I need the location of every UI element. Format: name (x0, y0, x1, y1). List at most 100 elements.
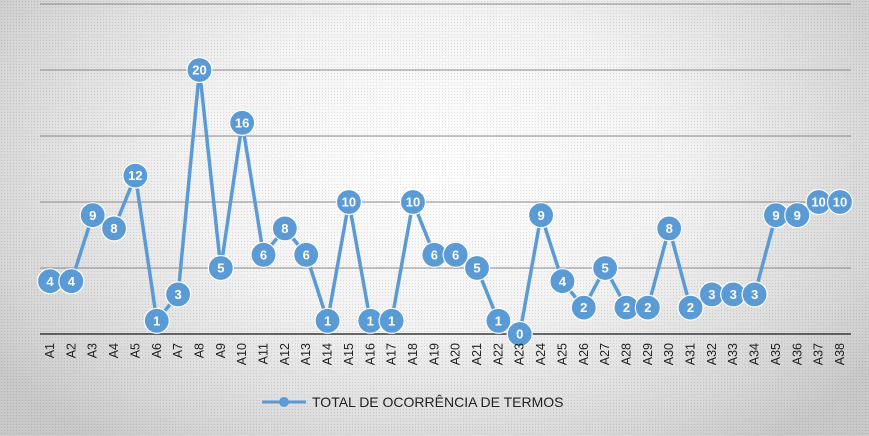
x-tick-label: A5 (128, 343, 142, 358)
legend-label: TOTAL DE OCORRÊNCIA DE TERMOS (312, 394, 564, 410)
x-tick-label: A34 (748, 343, 762, 365)
data-label: 16 (235, 115, 249, 130)
data-marker (293, 241, 320, 268)
data-label: 20 (192, 63, 206, 78)
data-point-A12: 8 (271, 215, 298, 242)
data-label: 3 (751, 287, 758, 302)
data-label: 4 (68, 274, 76, 289)
data-label: 9 (537, 208, 544, 223)
data-marker (122, 162, 149, 189)
data-point-A20: 6 (442, 241, 469, 268)
x-tick-label: A23 (513, 343, 527, 365)
x-tick-label: A31 (684, 343, 698, 365)
data-label: 6 (431, 247, 438, 262)
data-point-A10: 16 (229, 109, 256, 136)
data-label: 9 (772, 208, 779, 223)
data-label: 10 (342, 195, 356, 210)
data-point-A26: 2 (570, 294, 597, 321)
data-point-A7: 3 (165, 281, 192, 308)
x-tick-label: A15 (342, 343, 356, 365)
data-label: 9 (794, 208, 801, 223)
data-label: 12 (128, 168, 142, 183)
data-point-A14: 1 (314, 307, 341, 334)
x-tick-label: A26 (577, 343, 591, 365)
data-point-A30: 8 (656, 215, 683, 242)
data-label: 6 (303, 247, 310, 262)
data-point-A8: 20 (186, 56, 213, 84)
data-point-A31: 2 (677, 294, 704, 321)
data-point-A21: 5 (463, 254, 491, 282)
data-label: 8 (666, 221, 673, 236)
data-point-A9: 5 (207, 254, 234, 282)
data-point-A22: 1 (485, 307, 512, 334)
x-tick-label: A33 (726, 343, 740, 365)
data-label: 5 (217, 261, 224, 276)
data-label: 1 (153, 313, 160, 328)
x-tick-label: A2 (64, 343, 78, 358)
data-label: 2 (623, 300, 630, 315)
data-point-A4: 8 (100, 215, 128, 242)
data-marker (592, 254, 619, 282)
x-tick-label: A4 (107, 343, 121, 358)
data-point-A23: 0 (506, 320, 533, 348)
data-marker (143, 307, 170, 334)
x-tick-label: A32 (705, 343, 719, 365)
data-label: 2 (580, 300, 587, 315)
data-point-A19: 6 (421, 241, 448, 268)
data-label: 4 (46, 274, 54, 289)
x-tick-label: A10 (235, 343, 249, 365)
data-point-A36: 9 (784, 202, 811, 229)
data-point-A2: 4 (58, 268, 85, 295)
data-marker (656, 215, 683, 242)
x-tick-label: A24 (534, 343, 548, 365)
data-label: 10 (811, 195, 825, 210)
data-point-A29: 2 (634, 294, 661, 321)
x-tick-label: A20 (449, 343, 463, 365)
data-point-A15: 10 (335, 188, 363, 216)
data-marker (677, 294, 704, 321)
x-tick-label: A7 (171, 343, 185, 358)
data-marker (186, 56, 213, 84)
data-marker (335, 188, 363, 216)
data-marker (250, 241, 277, 268)
data-label: 2 (644, 300, 651, 315)
x-tick-label: A25 (555, 343, 569, 365)
data-label: 6 (452, 247, 459, 262)
data-marker (207, 254, 234, 282)
data-point-A17: 1 (378, 307, 405, 334)
data-point-A34: 3 (741, 281, 768, 308)
data-point-A13: 6 (293, 241, 320, 268)
data-label: 1 (495, 313, 502, 328)
data-point-A11: 6 (250, 241, 277, 268)
x-tick-label: A19 (427, 343, 441, 365)
x-tick-label: A36 (790, 343, 804, 365)
data-marker (741, 281, 768, 308)
x-tick-label: A18 (406, 343, 420, 365)
data-marker (634, 294, 661, 321)
data-point-A6: 1 (143, 307, 170, 334)
data-marker (100, 215, 128, 242)
x-tick-label: A22 (491, 343, 505, 365)
data-marker (79, 202, 106, 229)
data-label: 4 (559, 274, 567, 289)
data-marker (314, 307, 341, 334)
data-label: 2 (687, 300, 694, 315)
x-tick-label: A9 (214, 343, 228, 358)
x-tick-label: A3 (86, 343, 100, 358)
data-label: 5 (473, 261, 480, 276)
data-marker (549, 268, 576, 295)
x-tick-label: A12 (278, 343, 292, 365)
data-label: 1 (324, 313, 331, 328)
data-label: 1 (367, 313, 374, 328)
data-label: 3 (730, 287, 737, 302)
legend-dot-marker (279, 397, 289, 407)
x-tick-label: A27 (598, 343, 612, 365)
data-marker (442, 241, 469, 268)
x-axis-tick-labels: A1 A2 A3 A4 A5 A6 A7 A8 A9 A10 A11 A12 A13 A14 A15 A16 A… (43, 343, 847, 365)
data-marker (527, 202, 555, 229)
x-tick-label: A21 (470, 343, 484, 365)
data-marker (229, 109, 256, 136)
data-point-A25: 4 (549, 268, 576, 295)
